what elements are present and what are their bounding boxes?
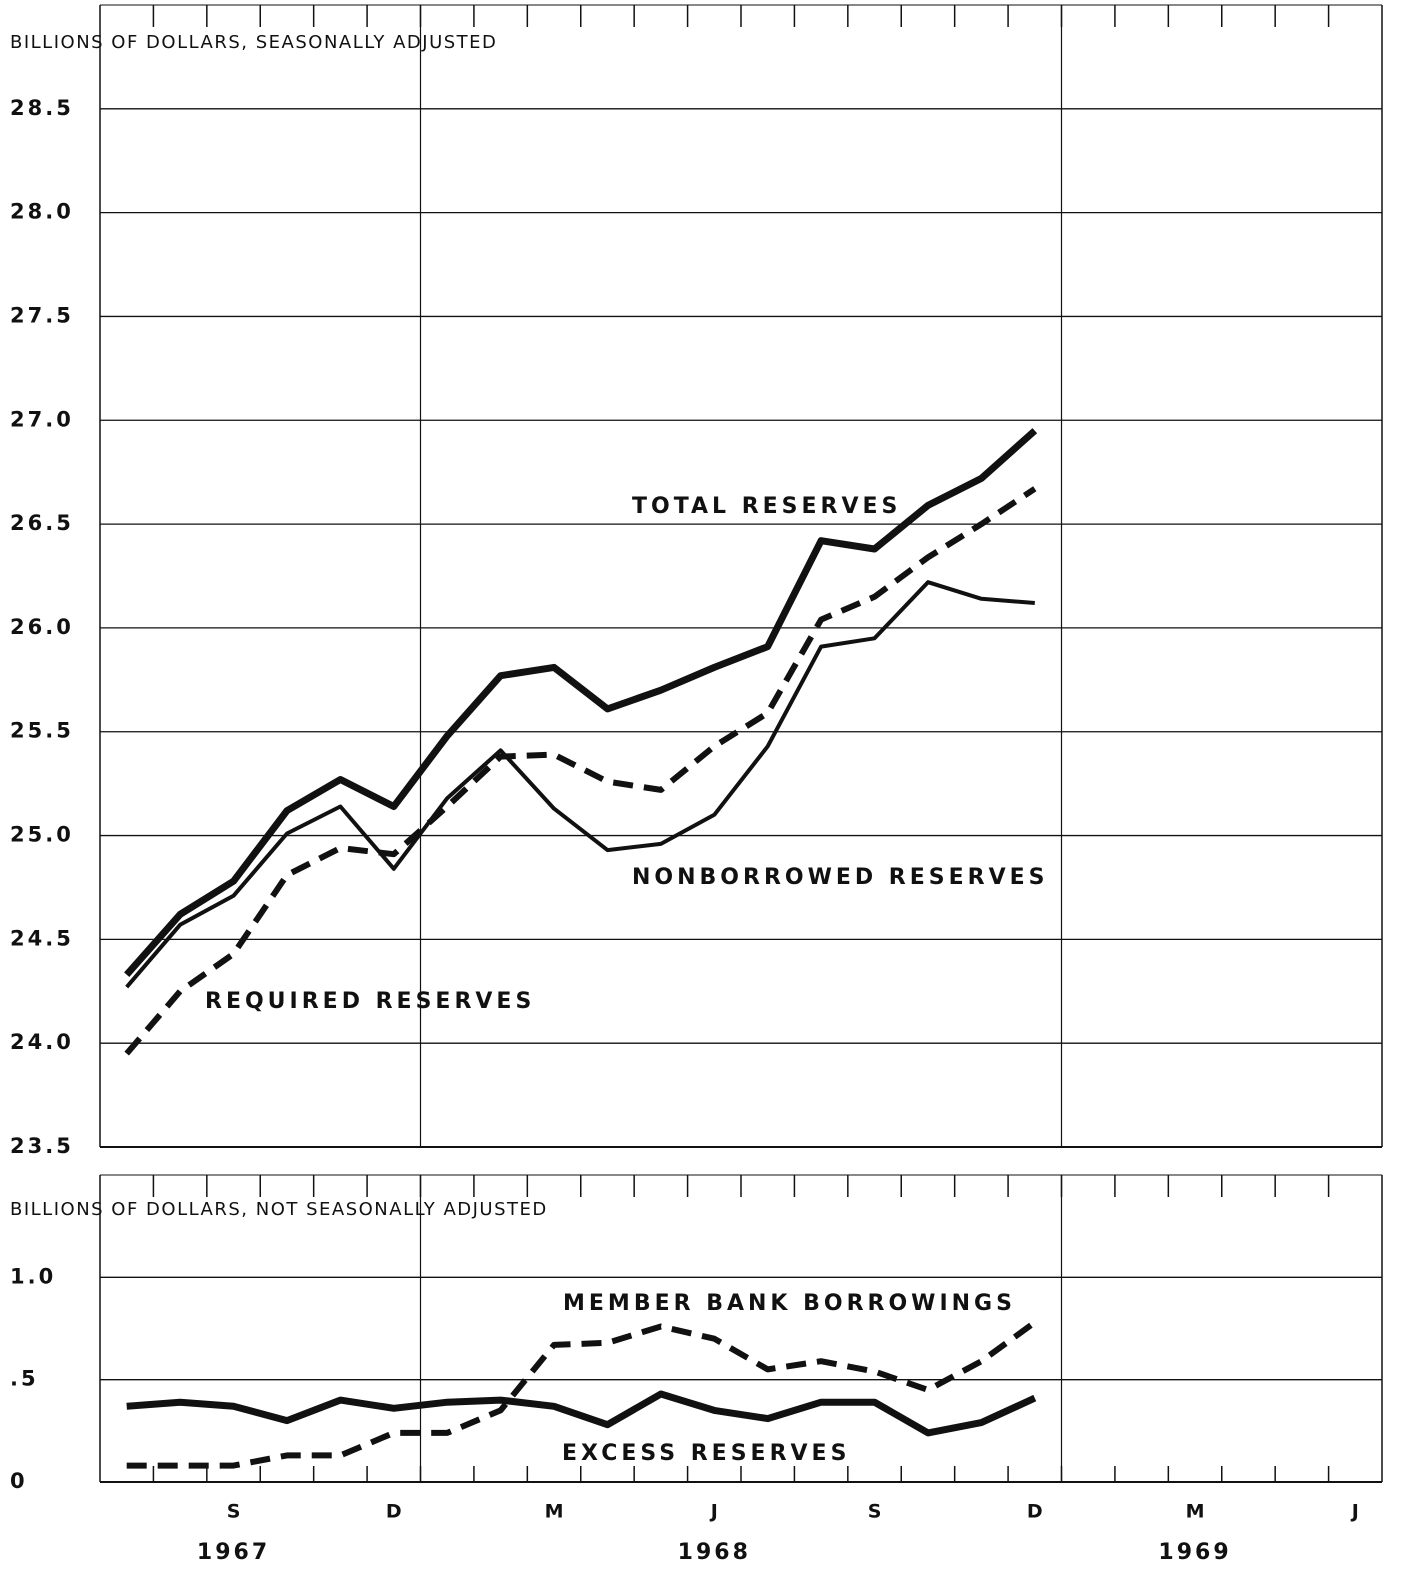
y-tick-label: 23.5 [10,1134,74,1158]
y-tick-label: 28.5 [10,96,74,120]
x-tick-label: M [545,1501,564,1523]
year-label: 1967 [197,1540,270,1565]
x-tick-label: D [386,1501,402,1523]
x-tick-label: J [1350,1501,1359,1523]
y-tick-label: 0 [10,1469,28,1493]
x-tick-label: M [1186,1501,1205,1523]
series-line [124,428,1038,978]
year-label: 1968 [678,1540,751,1565]
series-line [126,1319,1037,1469]
axis-label: BILLIONS OF DOLLARS, SEASONALLY ADJUSTED [10,32,497,53]
y-tick-label: .5 [10,1367,39,1391]
y-tick-label: 25.0 [10,823,74,847]
year-label: 1969 [1158,1540,1231,1565]
y-tick-label: 26.0 [10,615,74,639]
y-tick-label: 26.5 [10,511,74,535]
y-tick-label: 24.0 [10,1030,74,1054]
series-line [126,1390,1037,1437]
x-tick-label: S [868,1501,882,1523]
y-tick-label: 27.5 [10,303,74,327]
series-label: TOTAL RESERVES [632,494,901,519]
series-label: EXCESS RESERVES [562,1441,850,1466]
x-tick-label: D [1027,1501,1043,1523]
series-label: REQUIRED RESERVES [205,989,535,1014]
series-line [124,486,1037,1056]
y-tick-label: 1.0 [10,1264,56,1288]
x-tick-label: S [227,1501,241,1523]
series-label: MEMBER BANK BORROWINGS [563,1291,1016,1316]
y-tick-label: 27.0 [10,407,74,431]
series-line [125,580,1035,989]
x-tick-label: J [709,1501,718,1523]
axis-label: BILLIONS OF DOLLARS, NOT SEASONALLY ADJU… [10,1199,548,1220]
y-tick-label: 24.5 [10,926,74,950]
y-tick-label: 28.0 [10,200,74,224]
y-tick-label: 25.5 [10,719,74,743]
series-label: NONBORROWED RESERVES [632,865,1048,890]
